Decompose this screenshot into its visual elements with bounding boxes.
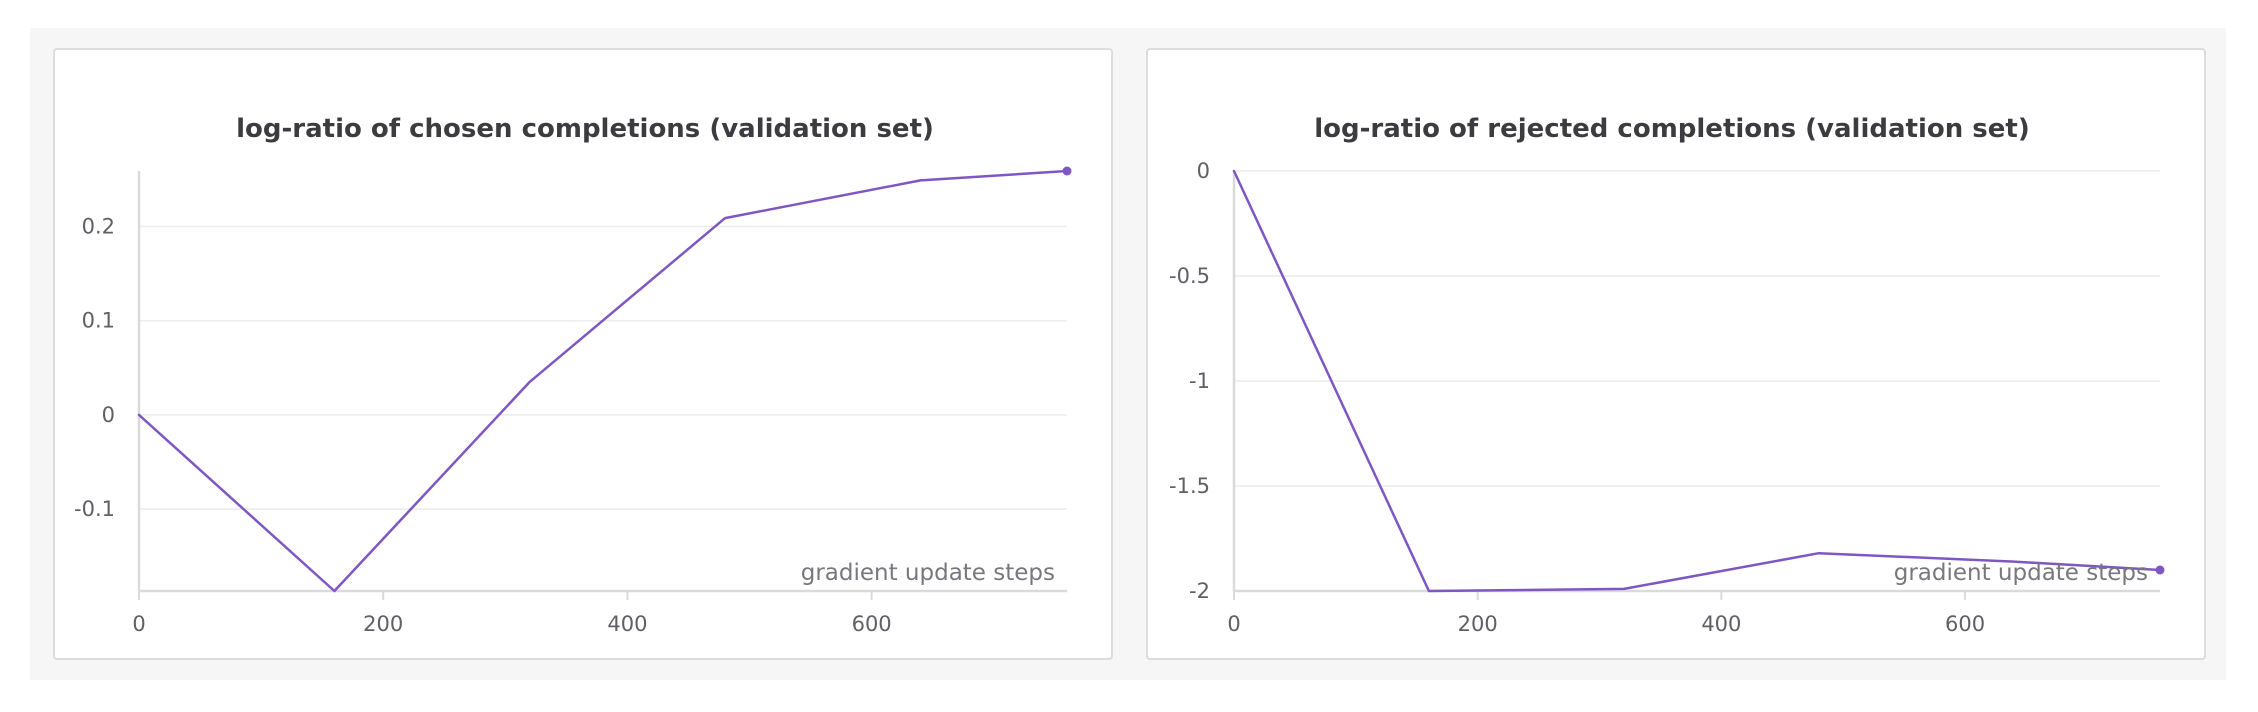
series-end-point <box>2155 565 2165 575</box>
series-end-point <box>1062 166 1072 176</box>
y-tick-label: 0.2 <box>82 215 115 239</box>
plot-area: 0.2 0.1 0 -0.1 0 200 400 600 <box>74 166 1072 636</box>
series-line <box>1232 169 2162 593</box>
x-tick-label: 0 <box>1227 612 1240 636</box>
y-tick-label: -0.5 <box>1169 264 1210 288</box>
x-tick-label: 400 <box>607 612 647 636</box>
plot-area: 0 -0.5 -1 -1.5 -2 0 200 400 600 <box>1169 159 2165 636</box>
x-tick-label: 200 <box>1458 612 1498 636</box>
chart-panel-chosen: log-ratio of chosen completions (validat… <box>53 48 1113 660</box>
x-tick-label: 400 <box>1701 612 1741 636</box>
x-tick-label: 0 <box>132 612 145 636</box>
x-axis-title: gradient update steps <box>801 560 1055 586</box>
x-axis-title: gradient update steps <box>1894 560 2148 586</box>
x-tick-label: 200 <box>363 612 403 636</box>
y-tick-label: -2 <box>1189 579 1210 603</box>
y-tick-label: -1.5 <box>1169 474 1210 498</box>
y-tick-label: -1 <box>1189 369 1210 393</box>
y-tick-label: -0.1 <box>74 497 115 521</box>
x-tick-label: 600 <box>852 612 892 636</box>
x-tick-label: 600 <box>1945 612 1985 636</box>
chart-chosen-svg: log-ratio of chosen completions (validat… <box>74 114 1072 636</box>
chart-title: log-ratio of rejected completions (valid… <box>1314 114 2029 144</box>
y-tick-label: 0 <box>102 403 115 427</box>
series-line <box>137 169 1069 593</box>
chart-rejected-svg: log-ratio of rejected completions (valid… <box>1169 114 2165 636</box>
y-tick-label: 0.1 <box>82 309 115 333</box>
chart-title: log-ratio of chosen completions (validat… <box>236 114 934 144</box>
y-tick-label: 0 <box>1197 159 1210 183</box>
chart-panel-rejected: log-ratio of rejected completions (valid… <box>1146 48 2206 660</box>
